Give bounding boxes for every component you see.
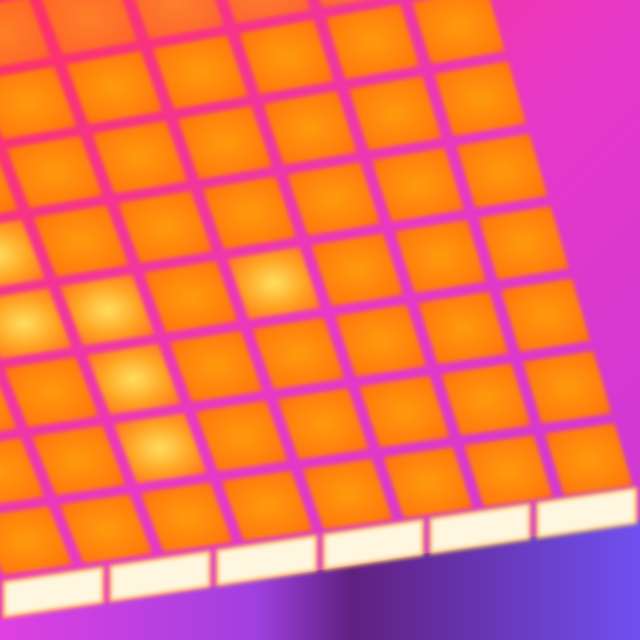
cell — [545, 423, 633, 496]
cell — [6, 135, 103, 208]
cell — [202, 176, 297, 250]
hot-strip — [2, 486, 638, 619]
cell — [0, 438, 45, 504]
cell — [456, 133, 548, 208]
cell — [66, 50, 163, 125]
cell — [478, 206, 569, 280]
cell — [0, 164, 18, 213]
cell — [0, 0, 51, 67]
hot-segment — [2, 566, 104, 619]
cell — [0, 219, 45, 287]
cell — [320, 0, 365, 8]
cell — [522, 350, 612, 424]
cell — [42, 0, 138, 55]
cell — [239, 19, 334, 95]
cell — [60, 274, 155, 346]
cell — [228, 0, 311, 24]
panel-cells — [0, 0, 633, 575]
hot-segment — [216, 534, 318, 587]
cell — [500, 278, 591, 352]
hot-segment — [109, 550, 211, 603]
cell — [113, 413, 207, 484]
cell — [371, 147, 464, 222]
cell — [152, 35, 248, 110]
cell — [118, 190, 213, 263]
cell — [359, 375, 450, 448]
cell — [311, 233, 404, 307]
hot-segment — [536, 486, 638, 539]
cell — [0, 66, 77, 140]
cell — [277, 388, 369, 460]
cell — [383, 447, 473, 519]
cell — [0, 506, 73, 575]
cell — [348, 76, 442, 151]
cell — [412, 0, 506, 64]
cell — [33, 205, 129, 277]
cell — [87, 343, 181, 415]
cell — [227, 247, 321, 320]
cell — [434, 61, 527, 136]
hot-segment — [322, 518, 424, 571]
cell — [394, 219, 487, 293]
cell — [140, 482, 233, 552]
cell — [169, 330, 263, 402]
cell — [287, 162, 381, 236]
cell — [263, 91, 357, 165]
floor — [0, 520, 640, 640]
cell — [92, 120, 188, 194]
cell — [195, 400, 288, 472]
cell — [0, 288, 72, 359]
cell — [4, 356, 99, 427]
cell — [302, 458, 393, 530]
cell — [441, 363, 531, 436]
cell — [59, 494, 153, 564]
cell — [418, 291, 509, 365]
cell — [135, 0, 224, 40]
cell — [143, 260, 238, 333]
hot-segment — [429, 502, 531, 555]
cell — [32, 425, 126, 496]
cell — [177, 105, 273, 180]
cell — [335, 304, 427, 377]
cell — [252, 317, 345, 390]
cell — [464, 435, 553, 507]
cell — [221, 470, 313, 541]
cell — [0, 387, 17, 432]
cell — [325, 4, 420, 79]
